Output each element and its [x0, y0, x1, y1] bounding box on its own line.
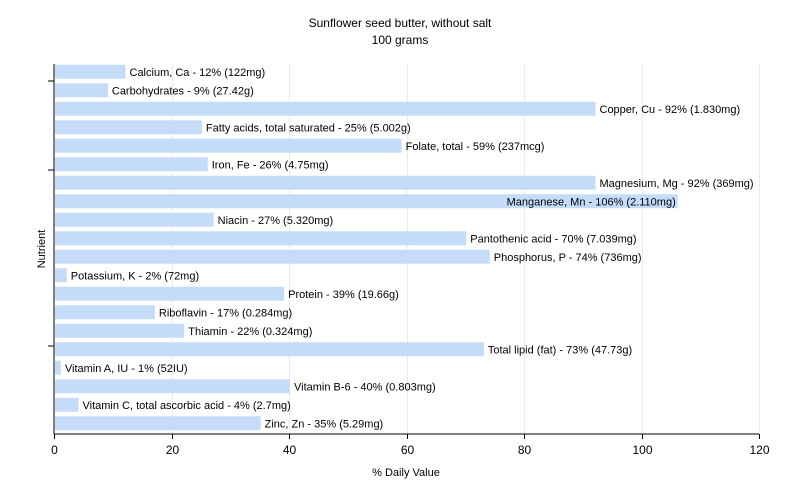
- bar: [55, 416, 261, 431]
- bar: [55, 342, 484, 357]
- x-tick-label: 20: [166, 443, 180, 457]
- bar-label: Vitamin A, IU - 1% (52IU): [65, 363, 188, 375]
- bar: [55, 286, 285, 301]
- bar: [55, 323, 185, 338]
- bar-label: Phosphorus, P - 74% (736mg): [494, 252, 642, 264]
- bar-label: Fatty acids, total saturated - 25% (5.00…: [206, 122, 411, 134]
- x-tick-label: 60: [401, 443, 415, 457]
- bars-group: Calcium, Ca - 12% (122mg) Carbohydrates -…: [55, 64, 754, 431]
- chart-title: Sunflower seed butter, without salt: [309, 16, 492, 30]
- bar: [55, 379, 290, 394]
- bar: [55, 360, 61, 375]
- bar: [55, 101, 596, 116]
- bar-label: Potassium, K - 2% (72mg): [71, 270, 199, 282]
- x-tick-label: 0: [51, 443, 58, 457]
- bar: [55, 194, 678, 209]
- bar-label: Calcium, Ca - 12% (122mg): [130, 67, 266, 79]
- bar: [55, 138, 402, 153]
- bar: [55, 157, 208, 172]
- bar-label: Protein - 39% (19.66g): [288, 289, 399, 301]
- bar-label: Iron, Fe - 26% (4.75mg): [212, 159, 329, 171]
- bar: [55, 305, 155, 320]
- gridlines: [172, 64, 760, 434]
- bar-label: Copper, Cu - 92% (1.830mg): [600, 104, 741, 116]
- bar-label: Vitamin C, total ascorbic acid - 4% (2.7…: [83, 400, 291, 412]
- bar: [55, 64, 126, 79]
- bar: [55, 83, 108, 98]
- bar-label: Manganese, Mn - 106% (2.110mg): [507, 196, 676, 208]
- bar: [55, 120, 202, 135]
- bar-label: Riboflavin - 17% (0.284mg): [159, 307, 292, 319]
- bar-label: Niacin - 27% (5.320mg): [218, 215, 334, 227]
- chart-subtitle: 100 grams: [372, 33, 429, 47]
- bar-label: Thiamin - 22% (0.324mg): [188, 326, 312, 338]
- bar: [55, 212, 214, 227]
- bar: [55, 268, 67, 283]
- bar: [55, 231, 467, 246]
- x-axis-title: % Daily Value: [372, 467, 440, 479]
- bar-label: Pantothenic acid - 70% (7.039mg): [470, 233, 636, 245]
- bar: [55, 175, 596, 190]
- axes: [48, 64, 759, 435]
- x-tick-label: 80: [518, 443, 532, 457]
- x-tick-label: 40: [283, 443, 297, 457]
- bar-label: Vitamin B-6 - 40% (0.803mg): [294, 381, 436, 393]
- bar: [55, 249, 490, 264]
- y-axis-title: Nutrient: [36, 230, 48, 269]
- x-ticks: 0 20 40 60 80 100 120: [51, 434, 770, 457]
- bar-label: Total lipid (fat) - 73% (47.73g): [488, 344, 632, 356]
- x-tick-label: 120: [749, 443, 769, 457]
- bar-label: Zinc, Zn - 35% (5.29mg): [265, 418, 384, 430]
- bar-label: Carbohydrates - 9% (27.42g): [112, 85, 254, 97]
- bar: [55, 397, 79, 412]
- bar-label: Folate, total - 59% (237mcg): [406, 141, 545, 153]
- bar-label: Magnesium, Mg - 92% (369mg): [600, 178, 754, 190]
- x-tick-label: 100: [632, 443, 652, 457]
